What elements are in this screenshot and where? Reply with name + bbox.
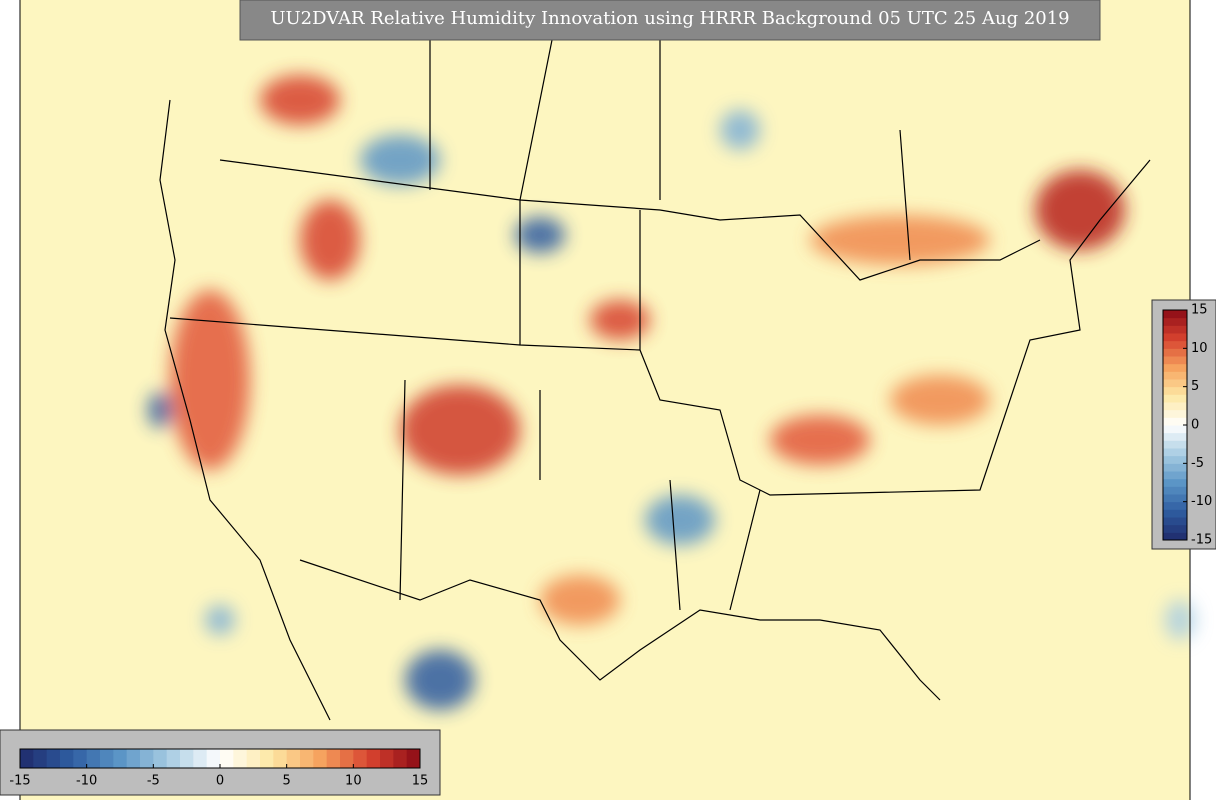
colorbar-segment <box>1163 486 1187 495</box>
colorbar-segment <box>366 749 381 768</box>
title-box <box>239 0 1101 41</box>
colorbar-segment <box>1163 371 1187 380</box>
colorbar-segment <box>1163 363 1187 372</box>
tick-label: 0 <box>1191 418 1199 433</box>
colorbar-segment <box>286 749 301 768</box>
colorbar-segment <box>1163 402 1187 411</box>
colorbars: -15 -15 -10 -10 -5 -5 0 0 5 5 10 10 15 15 <box>9 303 1212 789</box>
colorbar-segment <box>1163 455 1187 464</box>
tick-label: 0 <box>216 774 224 789</box>
colorbar-segment <box>1163 440 1187 449</box>
tick-label: -5 <box>1191 456 1204 471</box>
colorbar-segment <box>113 749 128 768</box>
colorbar-segment <box>20 749 34 768</box>
colorbar-segment <box>1163 478 1187 487</box>
colorbar-segment <box>1163 432 1187 441</box>
colorbar-segment <box>180 749 194 768</box>
colorbar-segment <box>1163 325 1187 334</box>
colorbar-segment <box>86 749 101 768</box>
colorbar-segment <box>1163 532 1187 541</box>
colorbar-segment <box>1163 409 1187 418</box>
colorbar-segment <box>1163 340 1187 349</box>
colorbar-segment <box>326 749 341 768</box>
colorbar-segment <box>1163 417 1187 426</box>
colorbar-segment <box>1163 448 1187 457</box>
colorbar-segment <box>313 749 328 768</box>
tick-label: 10 <box>1191 341 1208 356</box>
tick-label: 5 <box>283 774 291 789</box>
colorbar-segment <box>60 749 74 768</box>
colorbar-segment <box>1163 509 1187 518</box>
colorbar-segment <box>406 749 421 768</box>
innovation-field <box>148 75 1195 710</box>
tick-label: -15 <box>1191 533 1212 548</box>
colorbar-segment <box>220 749 234 768</box>
colorbar-segment <box>1163 333 1187 342</box>
tick-label: -5 <box>147 774 160 789</box>
tick-label: 5 <box>1191 379 1199 394</box>
colorbar-segment <box>260 749 274 768</box>
colorbar-segment <box>340 749 354 768</box>
colorbar-segment <box>153 749 168 768</box>
colorbar-segment <box>1163 356 1187 365</box>
map-title: UU2DVAR Relative Humidity Innovation usi… <box>270 8 1069 29</box>
colorbar-segment <box>100 749 114 768</box>
tick-label: -10 <box>76 774 97 789</box>
colorbar-segment <box>73 749 88 768</box>
tick-label: 15 <box>1191 303 1208 318</box>
colorbar-segment <box>140 749 154 768</box>
colorbar-segment <box>246 749 261 768</box>
colorbar-segment <box>1163 386 1187 395</box>
colorbar-segment <box>1163 463 1187 472</box>
colorbar-segment <box>1163 317 1187 326</box>
colorbar-segment <box>273 749 288 768</box>
colorbar-segment <box>393 749 408 768</box>
colorbar-segment <box>380 749 394 768</box>
colorbar-segment <box>233 749 248 768</box>
borders <box>159 0 1151 721</box>
colorbar-segment <box>166 749 181 768</box>
colorbar-segment <box>1163 524 1187 533</box>
colorbar-segment <box>1163 348 1187 357</box>
colorbar-segment <box>1163 517 1187 526</box>
colorbar-segment <box>33 749 48 768</box>
tick-label: 15 <box>412 774 429 789</box>
colorbar-segment <box>1163 494 1187 503</box>
colorbar-segment <box>1163 394 1187 403</box>
colorbar-segment <box>1163 310 1187 319</box>
colorbar-segment <box>193 749 208 768</box>
colorbar-segment <box>1163 471 1187 480</box>
tick-label: -15 <box>9 774 30 789</box>
colorbar-segment <box>46 749 61 768</box>
colorbar-segment <box>206 749 221 768</box>
colorbar-segment <box>1163 501 1187 510</box>
colorbar-segment <box>353 749 368 768</box>
tick-label: -10 <box>1191 494 1212 509</box>
colorbar-segment <box>300 749 314 768</box>
colorbar-segment <box>1163 425 1187 434</box>
tick-label: 10 <box>345 774 362 789</box>
colorbar-segment <box>126 749 141 768</box>
colorbar-segment <box>1163 379 1187 388</box>
